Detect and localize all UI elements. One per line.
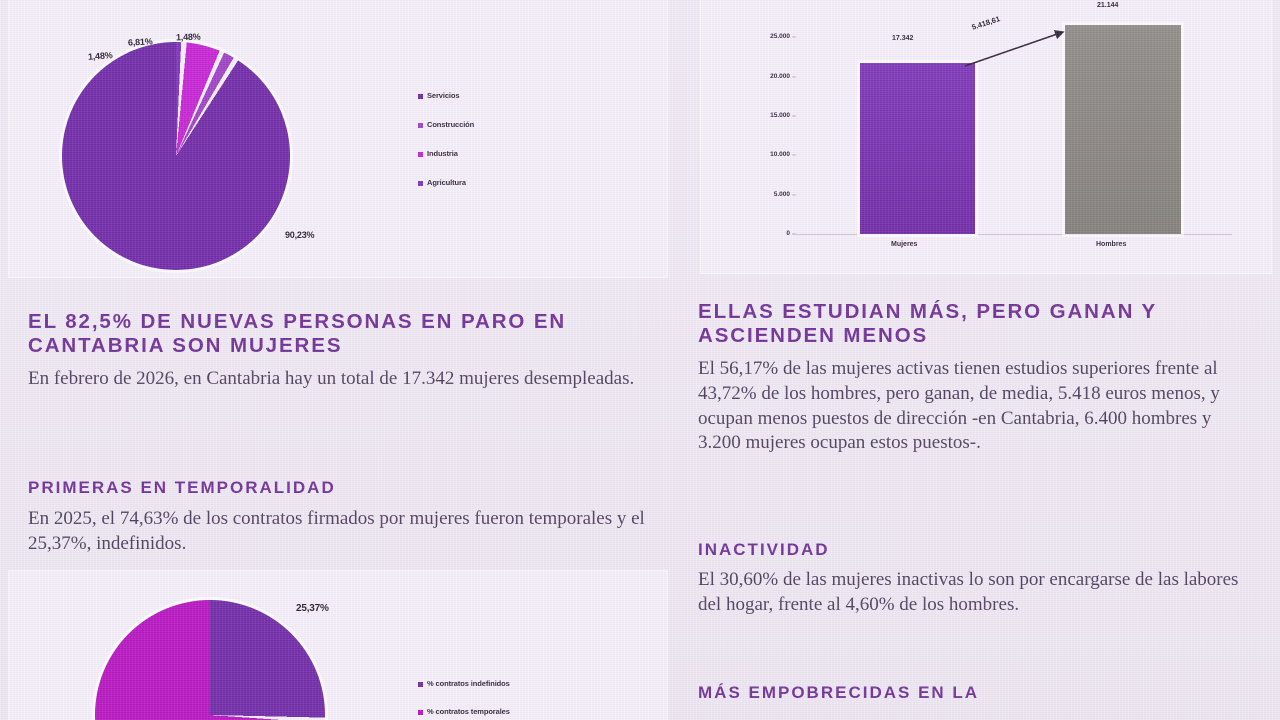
legend-swatch-icon [418, 122, 423, 128]
y-tick-mark-icon [792, 36, 796, 38]
y-tick-label: 20.000 [770, 72, 790, 80]
y-tick-mark-icon [792, 154, 796, 156]
bar-hombres [1065, 25, 1181, 234]
y-tick-label: 30.000 [770, 0, 790, 1]
headline-estudios: ELLAS ESTUDIAN MÁS, PERO GANAN Y ASCIEND… [698, 300, 1157, 348]
legend-label: Industria [427, 149, 458, 159]
legend-label: % contratos temporales [427, 707, 510, 717]
legend-label: Construcción [427, 120, 475, 130]
pie-slice-label-indefinidos: 25,37% [296, 603, 329, 614]
pie-slice-label-industria: 6,81% [127, 36, 153, 48]
bar-chart-paro-mujeres-hombres: 0 5.000 10.000 15.000 20.000 25.000 30.0… [700, 0, 1272, 274]
legend-tipo-de-contratos: % contratos indefinidos % contratos temp… [418, 678, 510, 720]
body-estudios: El 56,17% de las mujeres activas tienen … [698, 358, 1220, 454]
gap-arrow-icon [964, 30, 1065, 67]
x-tick-label-hombres: Hombres [1096, 241, 1127, 248]
headline-paro: EL 82,5% DE NUEVAS PERSONAS EN PARO EN C… [28, 310, 567, 358]
legend-swatch-icon [418, 681, 423, 687]
y-tick-mark-icon [792, 76, 796, 78]
legend-label: % contratos indefinidos [427, 679, 510, 689]
legend-item-servicios: Servicios [418, 90, 474, 102]
y-tick-label: 0 [786, 229, 790, 237]
legend-swatch-icon [418, 151, 423, 157]
body-paro: En febrero de 2026, en Cantabria hay un … [28, 368, 635, 390]
legend-item-industria: Industria [418, 148, 474, 160]
pie-slice-label-agricultura: 1,48% [175, 31, 201, 43]
bar-value-hombres: 21.144 [1097, 2, 1119, 9]
text-block-temporalidad: PRIMERAS EN TEMPORALIDAD En 2025, el 74,… [28, 478, 656, 557]
subheading-inactividad: INACTIVIDAD [698, 540, 830, 559]
legend-label: Agricultura [427, 178, 466, 188]
legend-item-agricultura: Agricultura [418, 177, 474, 189]
text-block-paro: EL 82,5% DE NUEVAS PERSONAS EN PARO EN C… [28, 310, 656, 392]
bar-track [700, 0, 1272, 234]
x-tick-label-mujeres: Mujeres [891, 241, 918, 248]
text-block-empobrecidas: MÁS EMPOBRECIDAS EN LA [698, 683, 1258, 703]
pie-slice-label-construccion: 1,48% [87, 50, 113, 62]
legend-item-contratos-temporales: % contratos temporales [418, 706, 510, 718]
body-temporalidad: En 2025, el 74,63% de los contratos firm… [28, 508, 645, 555]
text-block-inactividad: INACTIVIDAD El 30,60% de las mujeres ina… [698, 540, 1258, 618]
legend-swatch-icon [418, 93, 423, 99]
pie-slice-label-servicios: 90,23% [285, 230, 315, 240]
y-tick-mark-icon [792, 194, 796, 196]
subheading-empobrecidas: MÁS EMPOBRECIDAS EN LA [698, 683, 980, 702]
legend-item-contratos-indefinidos: % contratos indefinidos [418, 678, 510, 690]
legend-item-construccion: Construcción [418, 119, 474, 131]
y-tick-label: 5.000 [773, 190, 790, 198]
legend-swatch-icon [418, 709, 423, 715]
bar-chart-x-axis [792, 234, 1232, 235]
legend-paro-por-sector: Servicios Construcción Industria Agricul… [418, 90, 474, 206]
bar-value-mujeres: 17.342 [892, 35, 914, 42]
bar-mujeres [860, 63, 975, 234]
subheading-temporalidad: PRIMERAS EN TEMPORALIDAD [28, 478, 336, 497]
y-tick-mark-icon [792, 115, 796, 117]
body-inactividad: El 30,60% de las mujeres inactivas lo so… [698, 569, 1239, 616]
y-tick-label: 25.000 [770, 33, 790, 41]
y-tick-label: 15.000 [770, 111, 790, 119]
legend-swatch-icon [418, 180, 423, 186]
y-tick-label: 10.000 [770, 151, 790, 159]
legend-label: Servicios [427, 91, 460, 101]
text-block-estudios: ELLAS ESTUDIAN MÁS, PERO GANAN Y ASCIEND… [698, 300, 1258, 456]
pie-chart-paro-por-sector [62, 42, 290, 270]
